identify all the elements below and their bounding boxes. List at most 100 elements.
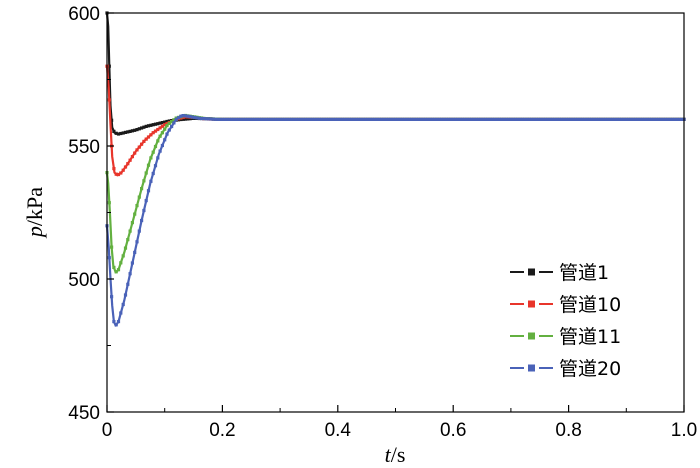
series-marker xyxy=(481,117,485,121)
series-marker xyxy=(234,117,238,121)
series-marker xyxy=(412,117,416,121)
series-marker xyxy=(151,171,155,176)
series-marker xyxy=(557,117,561,121)
series-marker xyxy=(133,212,137,216)
series-marker xyxy=(246,117,250,121)
series-marker xyxy=(569,117,573,121)
series-marker xyxy=(405,117,409,121)
series-marker xyxy=(620,117,624,121)
series-marker xyxy=(606,117,610,121)
legend-label: 管道10 xyxy=(559,294,621,316)
x-tick-label: 0.6 xyxy=(440,420,466,441)
series-marker xyxy=(363,117,368,121)
series-marker xyxy=(627,117,631,121)
series-marker xyxy=(119,131,123,136)
series-marker xyxy=(423,117,428,121)
series-marker xyxy=(160,131,164,135)
series-marker xyxy=(447,117,451,121)
series-marker xyxy=(193,115,197,120)
series-marker xyxy=(645,117,649,121)
series-marker xyxy=(146,135,151,139)
series-marker xyxy=(368,117,372,121)
series-marker xyxy=(119,171,123,175)
series-marker xyxy=(156,156,160,160)
series-marker xyxy=(477,117,481,121)
series-marker xyxy=(603,117,608,121)
series-marker xyxy=(333,117,338,121)
series-marker xyxy=(463,117,467,121)
series-marker xyxy=(172,121,176,125)
series-marker xyxy=(123,293,128,297)
series-marker xyxy=(130,155,134,159)
y-tick-label: 450 xyxy=(68,403,100,424)
series-marker xyxy=(142,208,146,213)
series-marker xyxy=(301,117,305,121)
series-marker xyxy=(204,117,208,121)
series-marker xyxy=(149,123,153,127)
series-marker xyxy=(331,117,335,121)
series-marker xyxy=(294,117,298,121)
series-marker xyxy=(172,118,176,122)
series-marker xyxy=(391,117,395,121)
series-marker xyxy=(153,164,158,168)
series-marker xyxy=(140,126,144,130)
series-marker xyxy=(156,127,160,132)
series-marker xyxy=(472,117,476,121)
series-marker xyxy=(248,117,252,121)
series-marker xyxy=(553,117,557,121)
series-marker xyxy=(163,123,167,127)
series-marker xyxy=(550,117,554,121)
legend-marker xyxy=(528,332,535,340)
series-marker xyxy=(419,117,423,121)
series-marker xyxy=(661,117,665,121)
series-marker xyxy=(165,122,169,126)
series-marker xyxy=(537,117,541,121)
series-marker xyxy=(153,129,158,133)
series-marker xyxy=(592,117,596,121)
series-marker xyxy=(181,117,185,121)
series-marker xyxy=(158,121,162,125)
series-marker xyxy=(396,117,400,121)
series-marker xyxy=(421,117,425,121)
series-marker xyxy=(123,130,128,134)
series-marker xyxy=(186,114,190,118)
series-marker xyxy=(668,117,672,121)
series-marker xyxy=(135,128,139,132)
series-marker xyxy=(643,117,647,121)
series-marker xyxy=(112,167,116,171)
series-marker xyxy=(460,117,464,121)
series-marker xyxy=(114,131,118,135)
series-marker xyxy=(470,117,474,121)
series-marker xyxy=(165,119,169,124)
series-marker xyxy=(158,149,162,153)
series-marker xyxy=(285,117,289,121)
series-marker xyxy=(190,115,194,119)
legend: 管道1 管道10 管道11 管道20 xyxy=(510,262,621,380)
series-marker xyxy=(133,250,137,254)
series-marker xyxy=(287,117,291,121)
series-marker xyxy=(340,117,344,121)
series-marker xyxy=(119,311,123,315)
series-marker xyxy=(176,116,181,120)
series-marker xyxy=(608,117,612,121)
series-marker xyxy=(310,117,314,121)
series-marker xyxy=(352,117,356,121)
series-marker xyxy=(617,117,621,121)
series-marker xyxy=(440,117,444,121)
series-marker xyxy=(167,121,171,125)
series-marker xyxy=(507,117,511,121)
series-marker xyxy=(151,150,155,154)
y-axis-title: p/kPa xyxy=(22,187,47,239)
series-marker xyxy=(107,98,111,102)
series-marker xyxy=(629,117,633,121)
series-marker xyxy=(543,117,548,121)
x-tick-label: 1.0 xyxy=(671,420,697,441)
series-marker xyxy=(112,265,116,269)
series-marker xyxy=(126,162,130,166)
series-marker xyxy=(377,117,381,121)
series-marker xyxy=(564,117,568,121)
series-marker xyxy=(654,117,658,121)
series-marker xyxy=(130,129,134,133)
series-marker xyxy=(183,114,188,118)
y-tick-label: 550 xyxy=(68,137,100,158)
